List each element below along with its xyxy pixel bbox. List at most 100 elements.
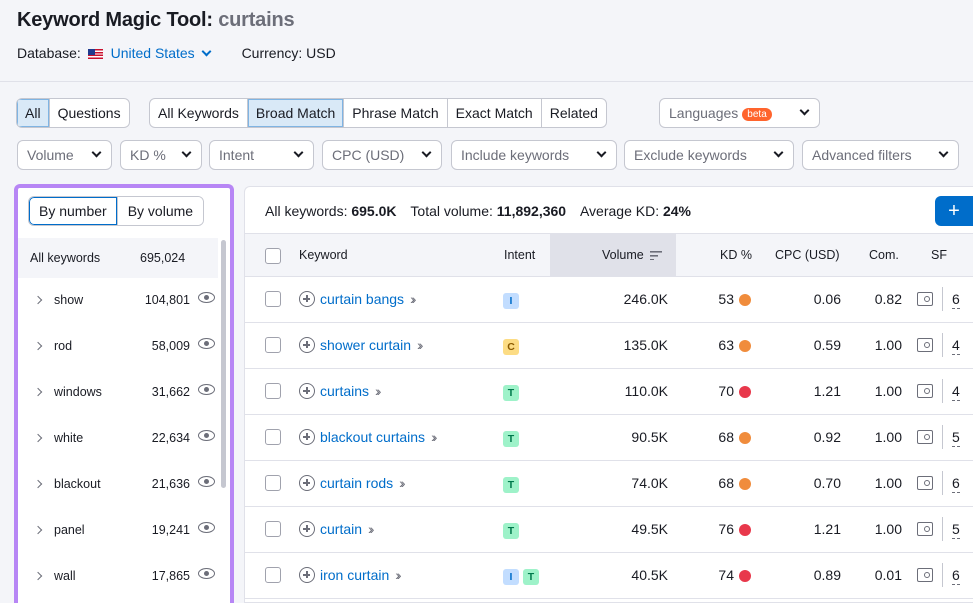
serp-features-icon[interactable]: [917, 568, 933, 582]
tab-questions[interactable]: Questions: [57, 105, 121, 121]
eye-icon[interactable]: [198, 292, 215, 303]
group-item-blackout[interactable]: blackout 21,636: [18, 462, 218, 508]
intent-badge: T: [503, 385, 519, 401]
sidebar-scrollbar[interactable]: [221, 240, 226, 488]
add-keyword-icon[interactable]: [299, 429, 315, 445]
chevron-right-icon[interactable]: [33, 433, 43, 443]
eye-icon[interactable]: [198, 476, 215, 487]
row-checkbox[interactable]: [265, 291, 281, 307]
languages-dropdown[interactable]: Languages beta: [659, 98, 820, 128]
group-item-show[interactable]: show 104,801: [18, 278, 218, 324]
sf-count[interactable]: 6: [952, 567, 960, 585]
add-keyword-icon[interactable]: [299, 291, 315, 307]
row-checkbox[interactable]: [265, 337, 281, 353]
by-number-button[interactable]: By number: [29, 197, 118, 225]
include-keywords-filter[interactable]: Include keywords: [451, 140, 617, 170]
serp-features-icon[interactable]: [917, 338, 933, 352]
col-sf[interactable]: SF: [931, 248, 947, 262]
sf-count[interactable]: 4: [952, 337, 960, 355]
cpc-cell: 1.21: [813, 383, 841, 399]
keyword-text: curtain: [320, 521, 363, 537]
tab-related[interactable]: Related: [549, 105, 598, 121]
chevron-right-icon[interactable]: [33, 295, 43, 305]
database-selector[interactable]: United States: [110, 45, 212, 61]
sf-count[interactable]: 6: [952, 475, 960, 493]
serp-features-icon[interactable]: [917, 384, 933, 398]
kd-cell: 63: [718, 337, 734, 353]
add-keyword-icon[interactable]: [299, 383, 315, 399]
tab-all[interactable]: All: [17, 99, 50, 127]
chevron-right-icon[interactable]: [33, 387, 43, 397]
eye-icon[interactable]: [198, 568, 215, 579]
tab-all-keywords[interactable]: All Keywords: [150, 99, 248, 127]
double-chevron-right-icon[interactable]: ››: [395, 567, 402, 583]
tab-phrase-match[interactable]: Phrase Match: [344, 99, 448, 127]
volume-filter[interactable]: Volume: [17, 140, 112, 170]
double-chevron-right-icon[interactable]: ››: [417, 337, 424, 353]
intent-filter[interactable]: Intent: [209, 140, 314, 170]
all-keywords-group[interactable]: All keywords 695,024: [18, 238, 218, 278]
serp-features-icon[interactable]: [917, 476, 933, 490]
chevron-right-icon[interactable]: [33, 571, 43, 581]
group-item-panel[interactable]: panel 19,241: [18, 508, 218, 554]
keyword-link[interactable]: shower curtain ››: [320, 337, 424, 353]
serp-features-icon[interactable]: [917, 292, 933, 306]
col-com[interactable]: Com.: [869, 248, 899, 262]
serp-features-icon[interactable]: [917, 522, 933, 536]
row-checkbox[interactable]: [265, 567, 281, 583]
double-chevron-right-icon[interactable]: ››: [375, 383, 382, 399]
eye-icon[interactable]: [198, 430, 215, 441]
tab-exact-match[interactable]: Exact Match: [448, 99, 542, 127]
chevron-right-icon[interactable]: [33, 479, 43, 489]
sf-count[interactable]: 4: [952, 383, 960, 401]
chevron-right-icon[interactable]: [33, 525, 43, 535]
eye-icon[interactable]: [198, 522, 215, 533]
select-all-checkbox[interactable]: [265, 248, 281, 264]
serp-features-icon[interactable]: [917, 430, 933, 444]
exclude-keywords-filter[interactable]: Exclude keywords: [624, 140, 794, 170]
col-volume[interactable]: Volume: [602, 234, 662, 277]
page-title: Keyword Magic Tool: curtains: [17, 9, 295, 32]
col-cpc[interactable]: CPC (USD): [775, 248, 840, 262]
col-intent[interactable]: Intent: [504, 248, 536, 262]
kd-filter[interactable]: KD %: [120, 140, 202, 170]
keyword-link[interactable]: blackout curtains ››: [320, 429, 438, 445]
double-chevron-right-icon[interactable]: ››: [431, 429, 438, 445]
chevron-right-icon[interactable]: [33, 341, 43, 351]
keyword-link[interactable]: curtain rods ››: [320, 475, 406, 491]
add-to-list-button[interactable]: +: [935, 196, 973, 226]
double-chevron-right-icon[interactable]: ››: [368, 521, 375, 537]
group-item-wall[interactable]: wall 17,865: [18, 554, 218, 600]
table-row: curtain ›› T 49.5K 76 1.21 1.00 5: [245, 507, 973, 553]
keyword-link[interactable]: iron curtain ››: [320, 567, 402, 583]
database-value: United States: [110, 45, 195, 61]
kd-difficulty-dot: [739, 524, 751, 536]
row-checkbox[interactable]: [265, 475, 281, 491]
eye-icon[interactable]: [198, 384, 215, 395]
keyword-link[interactable]: curtain bangs ››: [320, 291, 417, 307]
cpc-filter[interactable]: CPC (USD): [322, 140, 442, 170]
double-chevron-right-icon[interactable]: ››: [410, 291, 417, 307]
by-volume-button[interactable]: By volume: [117, 197, 204, 225]
sf-count[interactable]: 5: [952, 521, 960, 539]
group-item-windows[interactable]: windows 31,662: [18, 370, 218, 416]
keyword-link[interactable]: curtains ››: [320, 383, 382, 399]
tab-broad-match[interactable]: Broad Match: [247, 99, 345, 127]
advanced-filters[interactable]: Advanced filters: [802, 140, 959, 170]
row-checkbox[interactable]: [265, 429, 281, 445]
double-chevron-right-icon[interactable]: ››: [399, 475, 406, 491]
group-item-white[interactable]: white 22,634: [18, 416, 218, 462]
sf-count[interactable]: 6: [952, 291, 960, 309]
col-keyword[interactable]: Keyword: [299, 248, 348, 262]
col-kd[interactable]: KD %: [720, 248, 752, 262]
add-keyword-icon[interactable]: [299, 521, 315, 537]
eye-icon[interactable]: [198, 338, 215, 349]
keyword-link[interactable]: curtain ››: [320, 521, 375, 537]
group-item-rod[interactable]: rod 58,009: [18, 324, 218, 370]
add-keyword-icon[interactable]: [299, 567, 315, 583]
row-checkbox[interactable]: [265, 521, 281, 537]
row-checkbox[interactable]: [265, 383, 281, 399]
add-keyword-icon[interactable]: [299, 337, 315, 353]
add-keyword-icon[interactable]: [299, 475, 315, 491]
sf-count[interactable]: 5: [952, 429, 960, 447]
